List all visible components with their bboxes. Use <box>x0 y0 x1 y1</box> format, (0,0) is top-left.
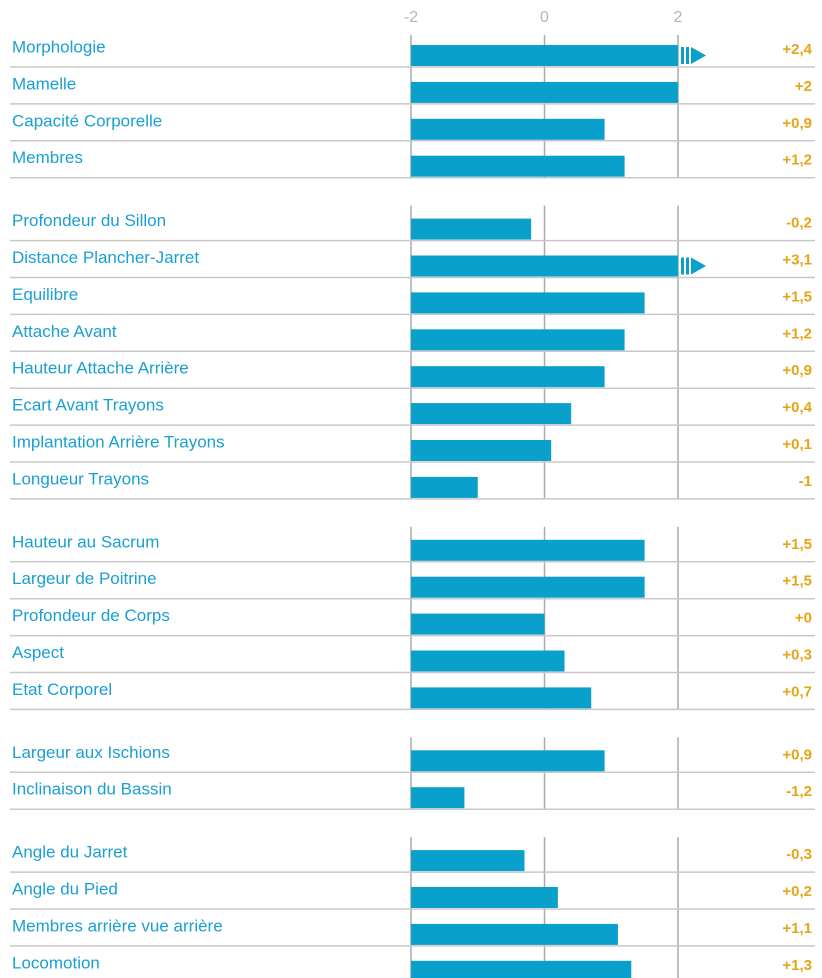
bar <box>411 750 605 772</box>
row-label: Membres arrière vue arrière <box>12 916 223 935</box>
bar <box>411 45 678 66</box>
value-label: +1,1 <box>782 920 812 937</box>
row-label: Morphologie <box>12 37 106 56</box>
bar <box>411 539 645 561</box>
bar <box>411 155 625 177</box>
overflow-arrow <box>691 257 706 275</box>
bar <box>411 923 618 945</box>
row-label: Capacité Corporelle <box>12 111 162 130</box>
value-label: +0,3 <box>782 646 812 663</box>
row-label: Equilibre <box>12 285 78 304</box>
bar <box>411 787 465 809</box>
overflow-tick <box>686 47 689 64</box>
row-label: Angle du Pied <box>12 879 118 898</box>
bar <box>411 476 478 498</box>
bar <box>411 81 678 103</box>
row-label: Implantation Arrière Trayons <box>12 432 225 451</box>
value-label: +1,3 <box>782 957 812 974</box>
row-label: Ecart Avant Trayons <box>12 396 164 415</box>
row-label: Hauteur au Sacrum <box>12 532 159 551</box>
row-label: Membres <box>12 148 83 167</box>
bar <box>411 887 558 908</box>
row-label: Mamelle <box>12 74 76 93</box>
bar <box>411 218 532 240</box>
value-label: +1,2 <box>782 152 812 169</box>
bar <box>411 650 565 672</box>
value-label: +1,5 <box>782 288 812 305</box>
row-label: Etat Corporel <box>12 680 112 699</box>
value-label: -0,2 <box>786 215 812 232</box>
value-label: +2 <box>795 78 812 95</box>
bar <box>411 613 545 635</box>
x-tick-label: 0 <box>540 9 549 26</box>
x-tick-label: 2 <box>674 9 683 26</box>
overflow-tick <box>686 257 689 275</box>
value-label: -1 <box>799 473 812 490</box>
bar <box>411 850 525 872</box>
bar <box>411 960 632 978</box>
value-label: +0,9 <box>782 115 812 132</box>
row-label: Distance Plancher-Jarret <box>12 248 199 267</box>
bar <box>411 366 605 388</box>
row-label: Profondeur du Sillon <box>12 211 166 230</box>
bar <box>411 687 592 709</box>
value-label: +0 <box>795 610 812 627</box>
value-label: +1,2 <box>782 325 812 342</box>
value-label: -0,3 <box>786 846 812 863</box>
bar <box>411 329 625 351</box>
row-label: Angle du Jarret <box>12 843 128 862</box>
bar <box>411 292 645 314</box>
value-label: +1,5 <box>782 573 812 590</box>
row-label: Attache Avant <box>12 322 117 341</box>
value-label: +0,1 <box>782 436 812 453</box>
value-label: +0,2 <box>782 883 812 900</box>
row-label: Largeur aux Ischions <box>12 743 170 762</box>
row-label: Largeur de Poitrine <box>12 569 157 588</box>
value-label: +0,9 <box>782 362 812 379</box>
bar <box>411 403 572 425</box>
row-label: Locomotion <box>12 953 100 972</box>
value-label: +3,1 <box>782 251 812 268</box>
value-label: -1,2 <box>786 783 812 800</box>
bar <box>411 255 678 277</box>
row-label: Profondeur de Corps <box>12 606 170 625</box>
row-label: Hauteur Attache Arrière <box>12 359 189 378</box>
row-label: Inclinaison du Bassin <box>12 780 172 799</box>
bar <box>411 118 605 140</box>
bar <box>411 440 552 461</box>
value-label: +2,4 <box>782 41 812 58</box>
row-label: Aspect <box>12 643 64 662</box>
overflow-arrow <box>691 47 706 64</box>
value-label: +0,7 <box>782 683 812 700</box>
overflow-tick <box>681 257 684 275</box>
value-label: +0,9 <box>782 746 812 763</box>
x-tick-label: -2 <box>404 9 418 26</box>
overflow-tick <box>681 47 684 64</box>
bar <box>411 576 645 598</box>
value-label: +0,4 <box>782 399 812 416</box>
value-label: +1,5 <box>782 536 812 553</box>
row-label: Longueur Trayons <box>12 469 149 488</box>
